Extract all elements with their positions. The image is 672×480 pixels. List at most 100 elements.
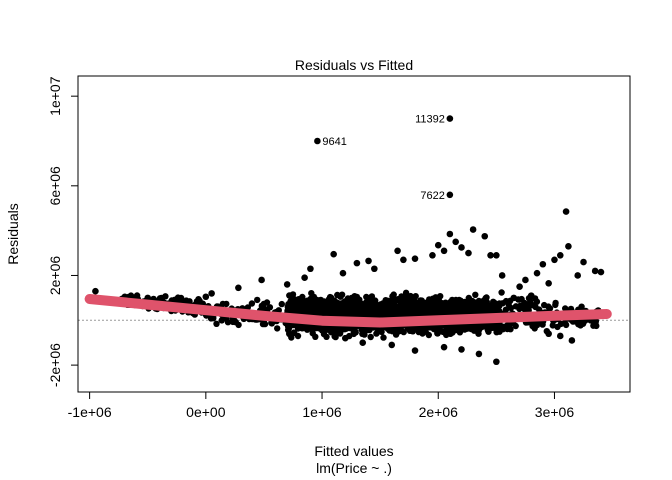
labeled-point-11392: [446, 115, 454, 122]
residual-point: [336, 302, 344, 309]
residual-point: [286, 330, 293, 337]
residual-point: [475, 297, 483, 305]
outlier-point: [440, 343, 448, 351]
outlier-point: [539, 260, 547, 268]
residual-point: [485, 328, 492, 335]
y-tick-label: 6e+06: [47, 166, 63, 206]
x-tick-label: 1e+06: [302, 404, 342, 420]
residual-point: [552, 301, 559, 309]
outlier-point: [510, 294, 518, 302]
residual-point: [498, 289, 505, 296]
residual-point: [367, 333, 374, 341]
residual-point: [404, 304, 411, 311]
residual-point: [442, 329, 450, 336]
residual-point: [381, 303, 388, 310]
x-tick-label: -1e+06: [68, 404, 112, 420]
residual-point: [545, 303, 552, 310]
residual-point: [363, 302, 370, 310]
outlier-point: [556, 251, 564, 259]
residual-point: [183, 297, 190, 304]
outlier-point: [394, 247, 401, 255]
outlier-point: [411, 255, 419, 262]
residual-point: [449, 296, 456, 304]
residual-point: [308, 290, 315, 297]
outlier-point: [341, 334, 349, 342]
residual-point: [422, 328, 429, 335]
outlier-point: [504, 321, 512, 329]
residual-point: [268, 320, 276, 327]
residual-point: [322, 324, 329, 331]
residual-point: [380, 334, 387, 341]
residual-point: [406, 327, 414, 334]
outlier-point: [330, 250, 337, 258]
residual-point: [342, 303, 349, 311]
outlier-point: [469, 226, 477, 233]
outlier-point: [365, 257, 372, 265]
residual-point: [289, 321, 297, 329]
residual-point: [457, 306, 465, 313]
outlier-point: [92, 287, 99, 295]
outlier-point: [533, 269, 541, 277]
outlier-point: [400, 256, 407, 264]
chart-subtitle: lm(Price ~ .): [316, 460, 392, 476]
residual-point: [359, 330, 366, 337]
x-tick-label: 0e+00: [186, 404, 226, 420]
outlier-point: [258, 276, 265, 284]
residual-point: [442, 303, 449, 311]
y-axis-label: Residuals: [5, 203, 21, 264]
outlier-point: [580, 258, 587, 266]
residual-point: [302, 304, 309, 311]
residual-point: [368, 307, 376, 314]
outlier-point: [458, 346, 465, 353]
residual-point: [436, 303, 443, 310]
residual-point: [274, 325, 281, 332]
residual-point: [291, 304, 298, 311]
outlier-point: [452, 238, 459, 246]
residual-point: [287, 299, 295, 306]
residual-point: [502, 297, 510, 305]
outlier-point: [434, 241, 442, 249]
residual-point: [312, 333, 319, 340]
outlier-point: [516, 283, 523, 290]
residual-point: [309, 305, 316, 312]
outlier-point: [493, 251, 500, 259]
residual-point: [219, 300, 227, 308]
outlier-point: [481, 232, 489, 240]
outlier-point: [565, 243, 572, 250]
y-tick-label: 1e+07: [47, 76, 63, 116]
residual-point: [400, 328, 407, 336]
x-tick-label: 2e+06: [419, 404, 459, 420]
residual-point: [472, 291, 479, 298]
residual-point: [352, 310, 360, 317]
residual-point: [562, 321, 570, 329]
residual-point: [429, 306, 437, 313]
residual-point: [363, 293, 370, 301]
residual-point: [493, 329, 500, 336]
outlier-point: [411, 347, 419, 354]
outlier-point: [527, 292, 535, 299]
outlier-point: [591, 267, 599, 275]
residual-point: [335, 325, 342, 333]
residual-point: [417, 297, 424, 304]
outlier-point: [522, 276, 529, 284]
residual-point: [387, 306, 394, 313]
residual-point: [496, 300, 503, 307]
residual-point: [260, 300, 267, 308]
outlier-point: [465, 249, 472, 257]
residual-point: [278, 300, 285, 308]
residual-point: [389, 301, 396, 308]
residual-point: [229, 318, 237, 326]
residual-point: [338, 291, 346, 298]
residual-point: [352, 302, 359, 309]
outlier-point: [556, 332, 564, 340]
outlier-point: [359, 339, 367, 346]
outlier-point: [597, 268, 605, 276]
point-label-11392: 11392: [415, 114, 445, 126]
residual-point: [412, 293, 419, 300]
outlier-point: [371, 265, 378, 273]
residual-point: [518, 295, 525, 303]
residual-point: [317, 296, 324, 304]
outlier-point: [208, 290, 215, 297]
outlier-point: [493, 358, 500, 366]
